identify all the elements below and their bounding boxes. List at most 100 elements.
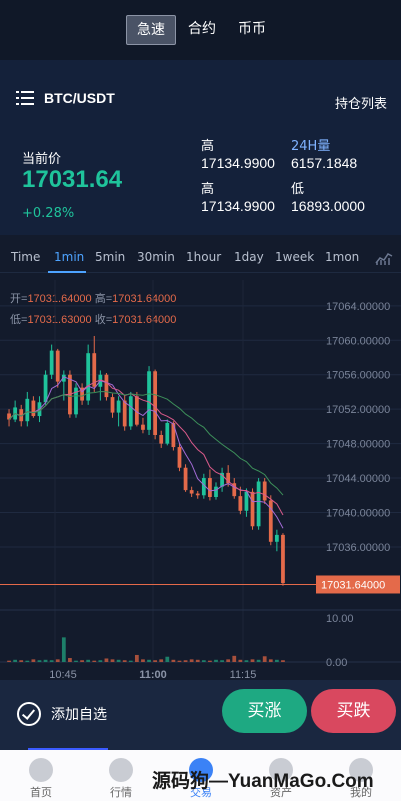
volume-bar <box>61 637 66 662</box>
volume-bar <box>92 660 97 662</box>
x-tick-label: 10:45 <box>49 669 77 680</box>
action-bar: 添加自选 买涨 买跌 <box>0 680 401 750</box>
tab-spot[interactable]: 币币 <box>238 21 266 37</box>
volume-bar <box>250 659 255 662</box>
volume-bar <box>7 660 11 662</box>
volume-bar <box>128 660 133 662</box>
interval-1day[interactable]: 1day <box>234 250 264 264</box>
candle <box>61 374 66 382</box>
trade-icon <box>189 758 213 782</box>
check-circle-icon <box>17 702 41 726</box>
current-price-tag <box>316 575 400 594</box>
candle <box>110 397 115 413</box>
interval-1hour[interactable]: 1hour <box>186 250 222 264</box>
current-price: 17031.64 <box>22 166 123 193</box>
stat-low: 低 16893.0000 <box>291 182 365 214</box>
volume-bar <box>25 660 30 662</box>
tab-profile[interactable]: 我的 <box>321 750 401 801</box>
tab-assets[interactable]: 资产 <box>241 750 321 801</box>
candle <box>122 400 127 427</box>
candle <box>31 400 36 417</box>
candle <box>49 350 54 375</box>
candle <box>256 481 261 527</box>
pair-selector[interactable]: BTC/USDT <box>16 90 115 106</box>
volume-bar <box>116 659 121 662</box>
candle <box>43 374 48 403</box>
candle <box>159 435 164 444</box>
volume-tick-label: 10.00 <box>326 613 354 625</box>
candle <box>128 396 133 427</box>
buy-up-button[interactable]: 买涨 <box>222 689 307 733</box>
stat-high-2: 高 17134.9900 <box>201 182 275 214</box>
watermark-text: 源码狗—YuanMaGo.Com <box>152 771 374 792</box>
interval-30min[interactable]: 30min <box>137 250 175 264</box>
interval-time[interactable]: Time <box>11 250 41 264</box>
volume-bar <box>153 660 158 662</box>
candle <box>268 500 273 542</box>
volume-bar <box>220 660 224 662</box>
volume-bar <box>110 659 115 662</box>
price-label: 当前价 <box>22 152 62 167</box>
x-tick-label: 11:15 <box>230 669 257 680</box>
y-tick-label: 17064.00000 <box>326 301 390 313</box>
ohlc-row-1: 开=17031.64000 高=17031.64000 <box>10 293 177 305</box>
candle <box>238 496 243 511</box>
candle <box>281 534 285 584</box>
volume-bar <box>13 659 18 662</box>
volume-bar <box>177 660 182 662</box>
tab-contract[interactable]: 合约 <box>188 21 216 37</box>
volume-bar <box>49 660 54 662</box>
kline-svg: 17064.00000 17060.00000 17056.00000 17052.0… <box>0 280 401 680</box>
volume-bar <box>147 659 151 662</box>
x-tick-label: 11:00 <box>139 669 167 680</box>
list-icon[interactable] <box>16 91 34 105</box>
tab-indicator <box>28 748 108 750</box>
tab-market[interactable]: 行情 <box>81 750 161 801</box>
candle <box>201 478 206 496</box>
ma20-line <box>8 390 284 496</box>
candle <box>134 396 139 425</box>
pair-name: BTC/USDT <box>44 90 115 106</box>
home-icon <box>29 758 53 782</box>
volume-bar <box>134 654 139 662</box>
add-favorite-button[interactable]: 添加自选 <box>17 702 107 726</box>
tab-home[interactable]: 首页 <box>1 750 81 801</box>
interval-1mon[interactable]: 1mon <box>325 250 360 264</box>
candle <box>262 481 267 501</box>
kline-chart[interactable]: 开=17031.64000 高=17031.64000 低=17031.6300… <box>0 280 401 680</box>
candle <box>165 422 170 444</box>
candle <box>183 467 188 491</box>
stat-volume: 24H量 6157.1848 <box>291 139 358 171</box>
volume-bar <box>98 660 103 662</box>
candle <box>232 483 237 497</box>
holdings-list-link[interactable]: 持仓列表 <box>334 97 387 112</box>
tab-quick[interactable]: 急速 <box>126 15 176 45</box>
profile-icon <box>349 758 373 782</box>
volume-bar <box>238 659 243 662</box>
interval-1min[interactable]: 1min <box>54 250 85 264</box>
candle <box>244 491 249 511</box>
buy-down-button[interactable]: 买跌 <box>311 689 396 733</box>
candle <box>7 413 11 420</box>
volume-bar <box>201 660 206 662</box>
chart-settings-icon[interactable] <box>375 251 393 265</box>
candle <box>25 398 30 422</box>
candle <box>92 353 97 387</box>
volume-bar <box>37 660 42 662</box>
volume-bar <box>244 660 249 662</box>
candle <box>195 493 200 496</box>
volume-bar <box>122 660 127 662</box>
candle <box>153 371 158 435</box>
y-tick-label: 17044.00000 <box>326 473 390 485</box>
candle <box>189 490 194 494</box>
interval-5min[interactable]: 5min <box>95 250 126 264</box>
market-icon <box>109 758 133 782</box>
current-price-label: 17031.64000 <box>321 579 385 591</box>
candle <box>74 387 78 415</box>
candle <box>208 478 212 497</box>
top-bar: 急速 合约 币币 <box>0 0 401 60</box>
volume-bar <box>55 659 60 662</box>
volume-bar <box>141 659 145 662</box>
interval-1week[interactable]: 1week <box>275 250 315 264</box>
tab-trade[interactable]: 交易 <box>161 750 241 801</box>
